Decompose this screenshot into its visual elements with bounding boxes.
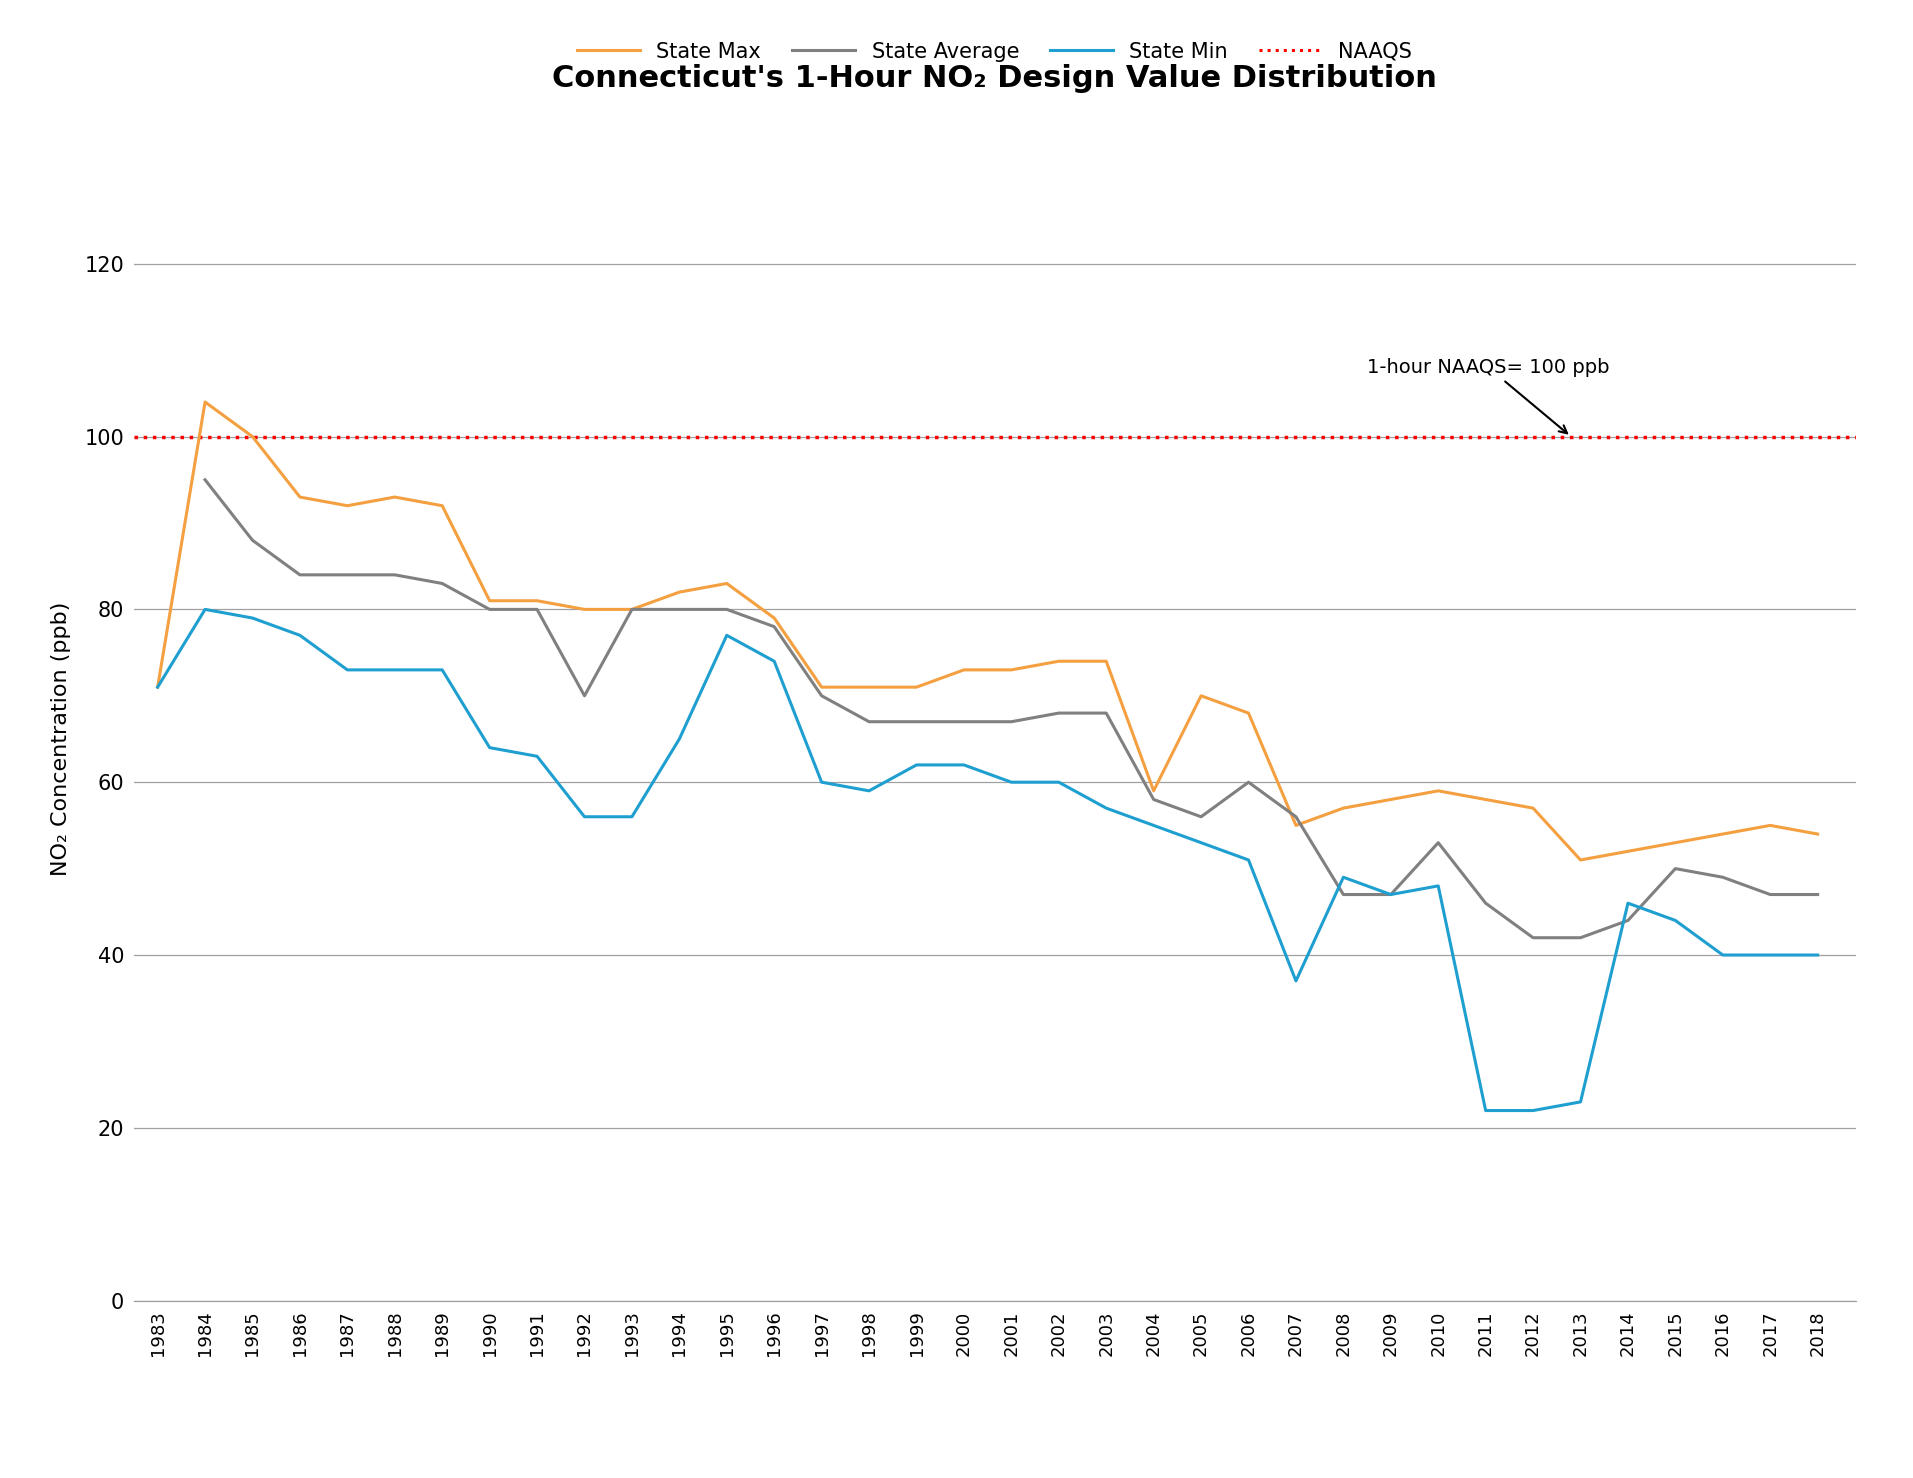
Title: Connecticut's 1-Hour NO₂ Design Value Distribution: Connecticut's 1-Hour NO₂ Design Value Di…	[553, 64, 1437, 93]
Y-axis label: NO₂ Concentration (ppb): NO₂ Concentration (ppb)	[50, 602, 71, 876]
Text: 1-hour NAAQS= 100 ppb: 1-hour NAAQS= 100 ppb	[1368, 358, 1609, 433]
Legend: State Max, State Average, State Min, NAAQS: State Max, State Average, State Min, NAA…	[578, 41, 1412, 62]
